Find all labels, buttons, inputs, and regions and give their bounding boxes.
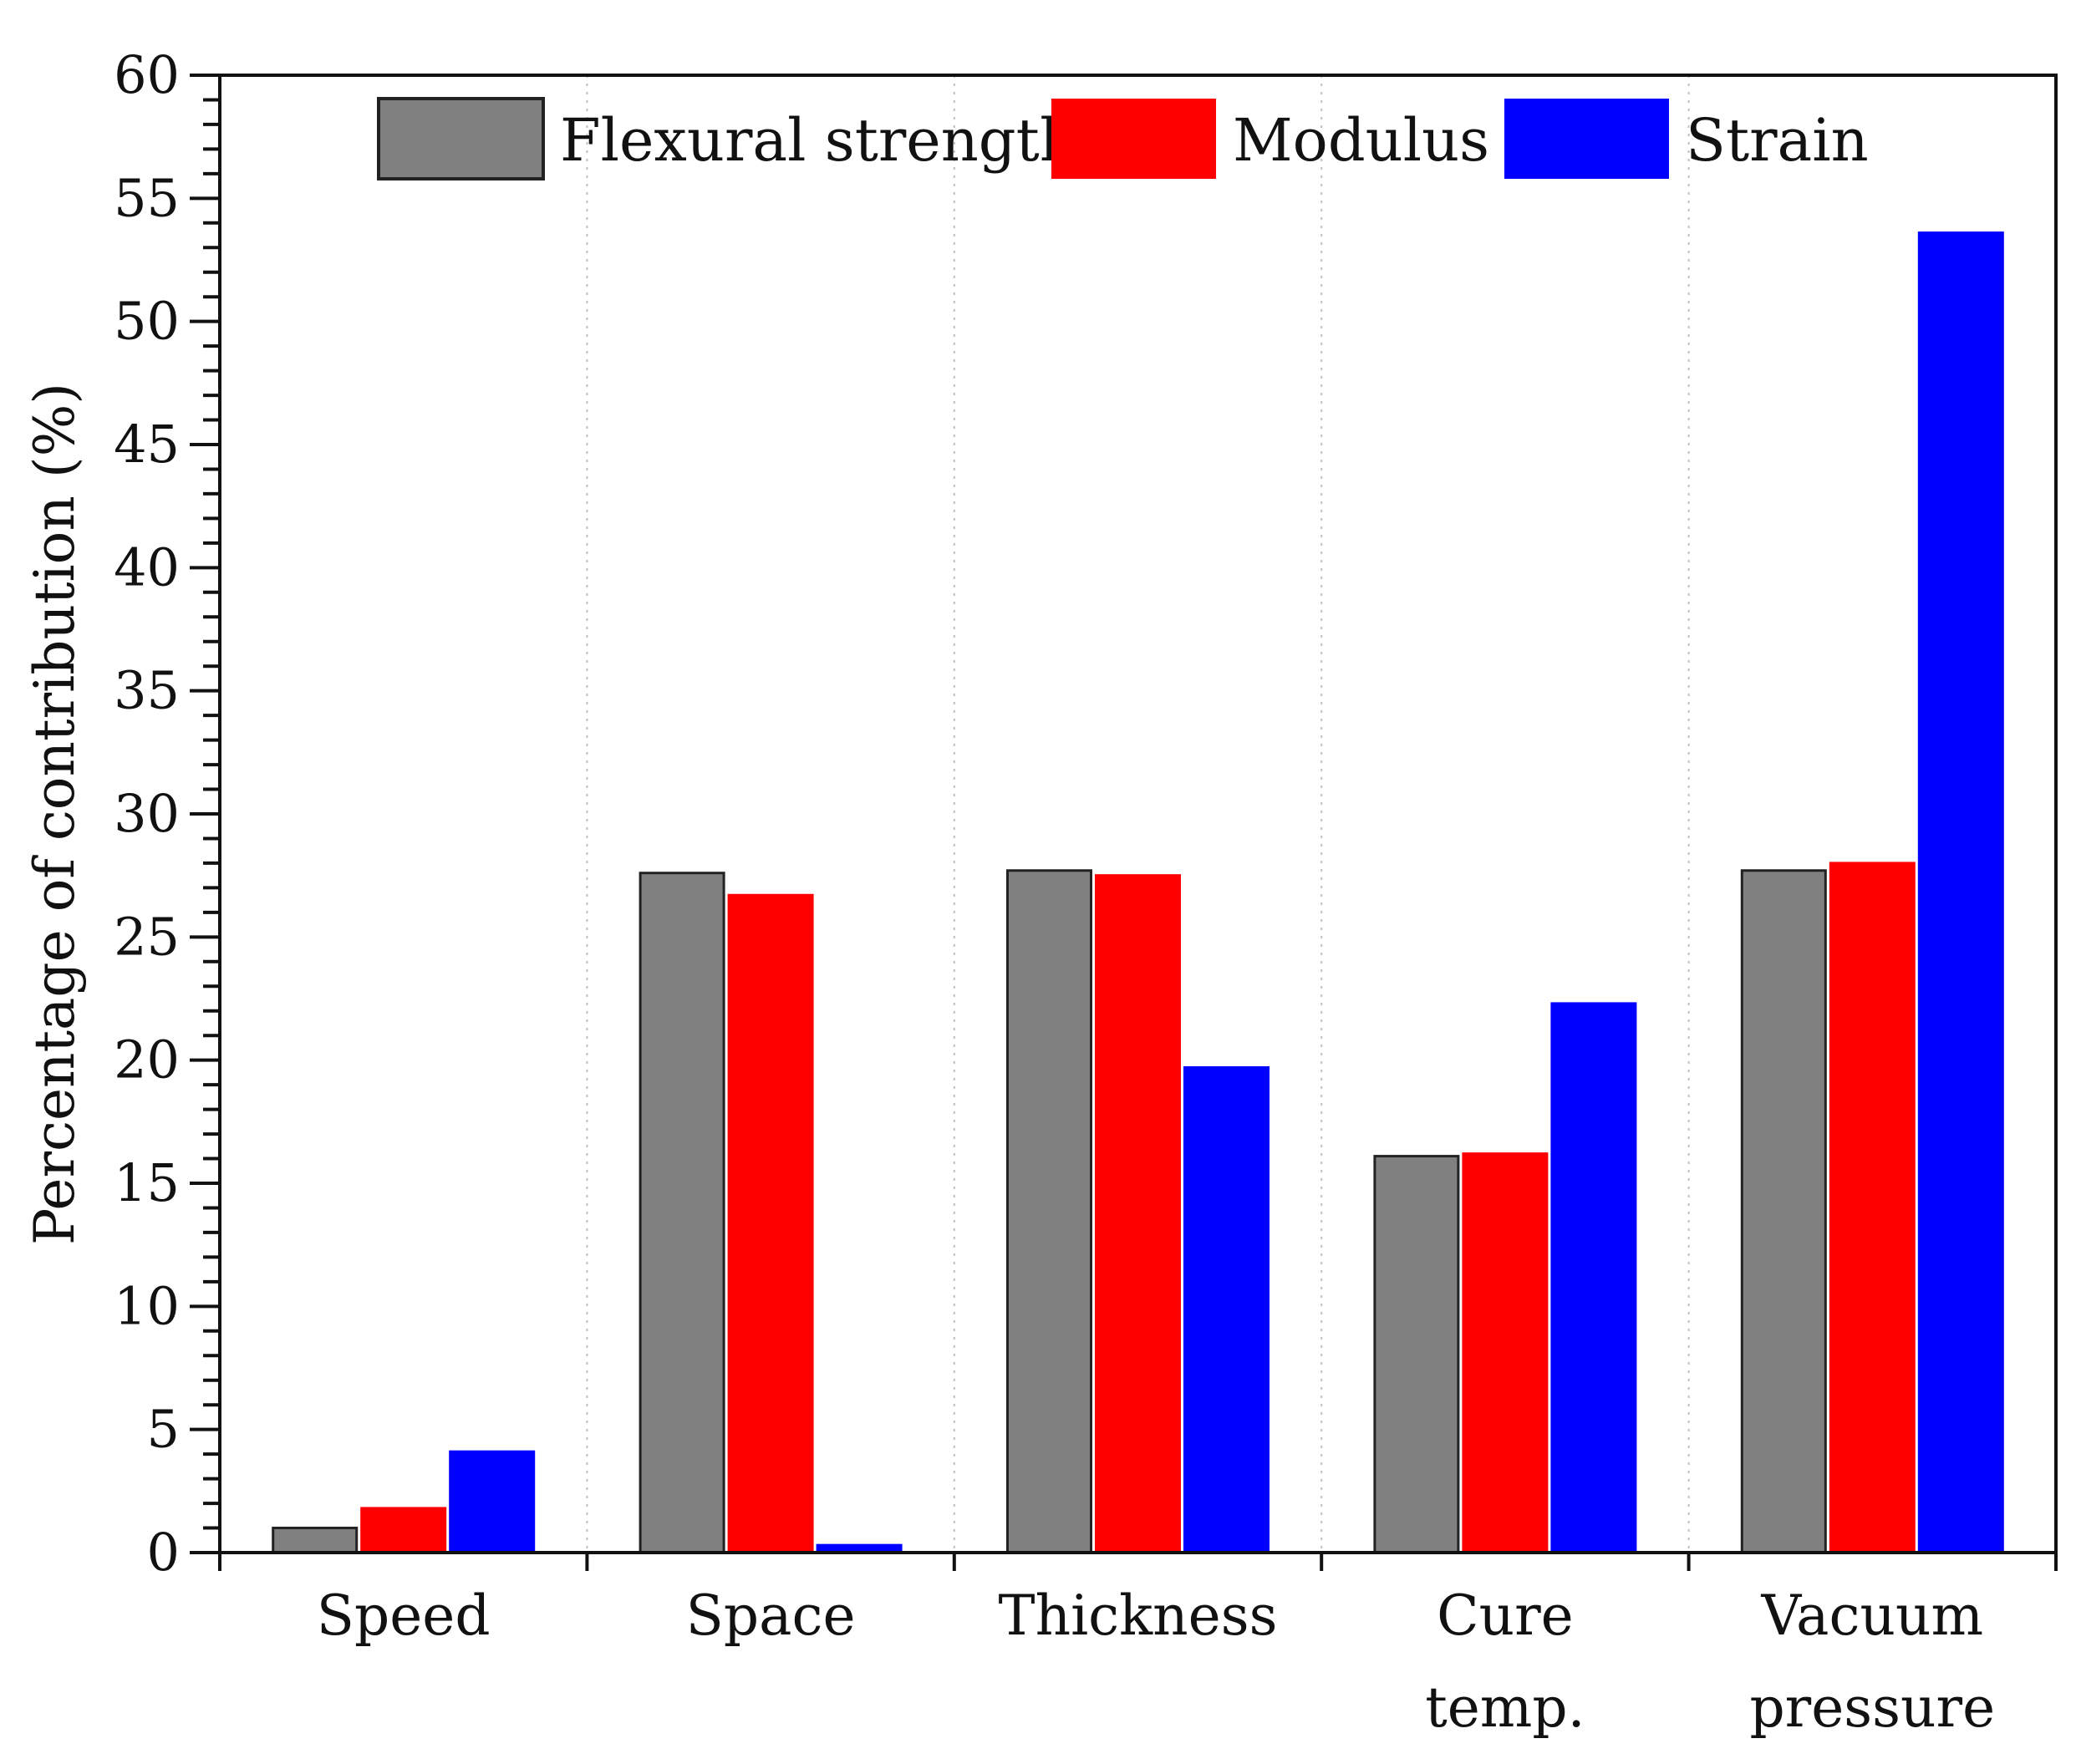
y-tick-label: 35 xyxy=(114,660,180,721)
y-tick-label: 0 xyxy=(147,1522,180,1583)
y-tick-label: 10 xyxy=(114,1275,180,1336)
legend-swatch-strain xyxy=(1504,99,1669,179)
x-category-label-line2: temp. xyxy=(1425,1675,1585,1740)
x-category-label: Thickness xyxy=(999,1584,1278,1648)
legend-swatch-flexural-strength xyxy=(377,97,545,180)
bars xyxy=(272,231,2004,1554)
bar-modulus-thickness xyxy=(1095,874,1181,1554)
bar-modulus-speed xyxy=(360,1507,447,1554)
y-tick-label: 50 xyxy=(114,291,180,352)
x-category-label-line2: pressure xyxy=(1749,1675,1995,1740)
bar-flexural-strength-cure-temp xyxy=(1373,1155,1460,1554)
x-category-label: Speed xyxy=(317,1584,491,1648)
bar-strain-vacuum-pressure xyxy=(1917,231,2004,1554)
y-tick-label: 45 xyxy=(114,414,180,475)
legend: Flexural strength Modulus Strain xyxy=(377,97,1869,180)
x-category-label: Cure xyxy=(1437,1584,1574,1648)
bar-flexural-strength-thickness xyxy=(1006,869,1092,1554)
legend-label-modulus: Modulus xyxy=(1233,106,1489,175)
legend-swatch-modulus xyxy=(1051,99,1216,179)
y-axis-title: Percentage of contribution (%) xyxy=(23,383,87,1245)
x-axis: Speed Space Thickness Cure temp. Vacuum pressu… xyxy=(218,1553,2058,1740)
y-tick-label: 30 xyxy=(114,783,180,844)
legend-label-flexural-strength: Flexural strength xyxy=(560,106,1077,175)
bar-flexural-strength-vacuum-pressure xyxy=(1740,869,1827,1554)
y-tick-label: 20 xyxy=(114,1029,180,1090)
bar-strain-speed xyxy=(449,1450,536,1554)
y-tick-label: 5 xyxy=(147,1399,180,1460)
bar-modulus-cure-temp xyxy=(1462,1152,1549,1554)
legend-label-strain: Strain xyxy=(1686,106,1869,175)
bar-flexural-strength-space xyxy=(639,872,725,1554)
x-category-label: Vacuum xyxy=(1761,1584,1984,1648)
bar-flexural-strength-speed xyxy=(272,1527,359,1554)
y-tick-label: 15 xyxy=(114,1152,180,1213)
bar-strain-thickness xyxy=(1183,1066,1270,1554)
y-tick-label: 25 xyxy=(114,906,180,967)
x-category-label: Space xyxy=(686,1584,856,1648)
y-axis: 0 5 10 15 20 25 30 35 40 45 50 55 60 xyxy=(114,44,220,1583)
y-tick-label: 40 xyxy=(114,536,180,597)
bar-modulus-vacuum-pressure xyxy=(1829,862,1916,1554)
bar-modulus-space xyxy=(727,893,814,1554)
bar-strain-cure-temp xyxy=(1550,1002,1637,1554)
y-tick-label: 60 xyxy=(114,44,180,105)
y-tick-label: 55 xyxy=(114,167,180,228)
